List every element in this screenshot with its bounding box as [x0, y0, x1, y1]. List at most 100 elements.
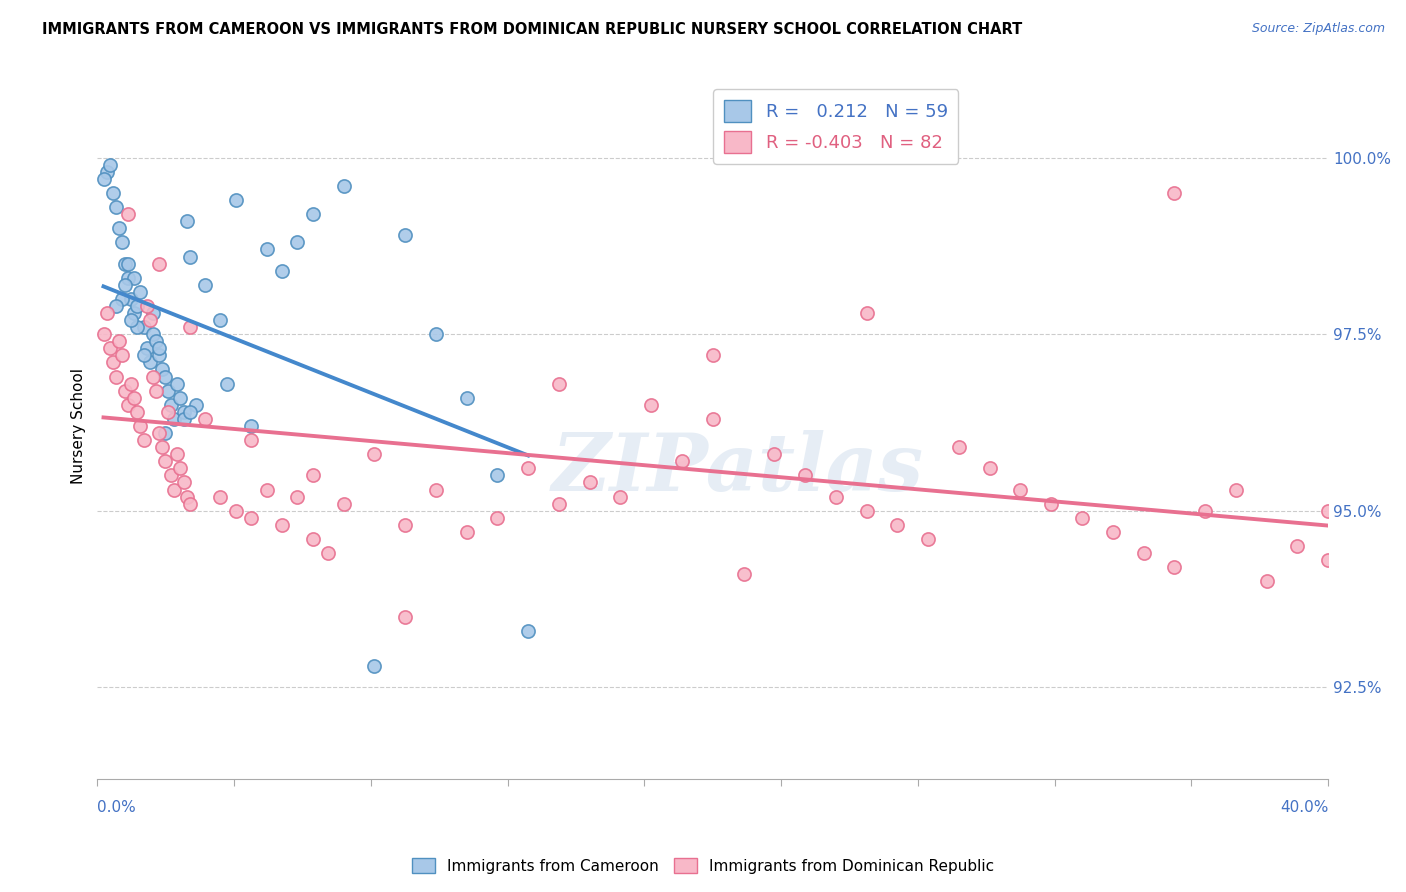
Point	[1194, 504, 1216, 518]
Point	[301, 532, 323, 546]
Point	[332, 497, 354, 511]
Point	[120, 376, 142, 391]
Point	[179, 405, 201, 419]
Point	[150, 362, 173, 376]
Point	[157, 384, 180, 398]
Point	[176, 490, 198, 504]
Point	[104, 369, 127, 384]
Point	[609, 490, 631, 504]
Point	[517, 624, 540, 638]
Point	[101, 186, 124, 200]
Point	[117, 257, 139, 271]
Text: 40.0%: 40.0%	[1279, 800, 1329, 815]
Point	[1163, 186, 1185, 200]
Point	[98, 341, 121, 355]
Point	[127, 320, 149, 334]
Point	[179, 250, 201, 264]
Point	[117, 207, 139, 221]
Point	[120, 292, 142, 306]
Legend: R =   0.212   N = 59, R = -0.403   N = 82: R = 0.212 N = 59, R = -0.403 N = 82	[713, 89, 959, 164]
Point	[425, 327, 447, 342]
Point	[394, 609, 416, 624]
Point	[148, 257, 170, 271]
Point	[145, 384, 167, 398]
Point	[124, 270, 146, 285]
Point	[117, 398, 139, 412]
Point	[114, 257, 136, 271]
Point	[1286, 539, 1309, 553]
Point	[301, 207, 323, 221]
Point	[1225, 483, 1247, 497]
Point	[640, 398, 662, 412]
Point	[93, 172, 115, 186]
Point	[209, 313, 232, 327]
Point	[132, 433, 155, 447]
Point	[173, 412, 195, 426]
Point	[548, 376, 571, 391]
Point	[173, 475, 195, 490]
Point	[135, 299, 157, 313]
Point	[104, 299, 127, 313]
Point	[111, 292, 134, 306]
Point	[394, 517, 416, 532]
Point	[138, 355, 160, 369]
Point	[148, 425, 170, 440]
Text: ZIPatlas: ZIPatlas	[551, 430, 924, 507]
Point	[225, 193, 247, 207]
Point	[1132, 546, 1154, 560]
Point	[96, 165, 118, 179]
Point	[114, 277, 136, 292]
Point	[184, 398, 207, 412]
Point	[150, 440, 173, 454]
Point	[394, 228, 416, 243]
Point	[120, 313, 142, 327]
Point	[486, 468, 509, 483]
Point	[129, 285, 152, 299]
Point	[425, 483, 447, 497]
Point	[316, 546, 339, 560]
Point	[142, 306, 165, 320]
Point	[157, 405, 180, 419]
Point	[886, 517, 908, 532]
Point	[1071, 510, 1094, 524]
Legend: Immigrants from Cameroon, Immigrants from Dominican Republic: Immigrants from Cameroon, Immigrants fro…	[406, 852, 1000, 880]
Point	[169, 391, 191, 405]
Point	[215, 376, 238, 391]
Text: IMMIGRANTS FROM CAMEROON VS IMMIGRANTS FROM DOMINICAN REPUBLIC NURSERY SCHOOL CO: IMMIGRANTS FROM CAMEROON VS IMMIGRANTS F…	[42, 22, 1022, 37]
Point	[179, 497, 201, 511]
Point	[240, 433, 263, 447]
Point	[1040, 497, 1063, 511]
Point	[824, 490, 846, 504]
Point	[173, 405, 195, 419]
Point	[104, 200, 127, 214]
Point	[256, 483, 278, 497]
Point	[948, 440, 970, 454]
Point	[127, 299, 149, 313]
Point	[979, 461, 1001, 475]
Point	[917, 532, 939, 546]
Point	[285, 235, 308, 250]
Y-axis label: Nursery School: Nursery School	[72, 368, 86, 484]
Point	[271, 263, 294, 277]
Point	[148, 341, 170, 355]
Point	[548, 497, 571, 511]
Point	[111, 348, 134, 362]
Point	[153, 369, 176, 384]
Point	[166, 447, 188, 461]
Point	[98, 158, 121, 172]
Point	[332, 178, 354, 193]
Point	[163, 483, 186, 497]
Point	[169, 461, 191, 475]
Point	[486, 510, 509, 524]
Point	[1010, 483, 1032, 497]
Point	[135, 341, 157, 355]
Point	[517, 461, 540, 475]
Point	[285, 490, 308, 504]
Point	[145, 334, 167, 349]
Point	[124, 391, 146, 405]
Point	[142, 327, 165, 342]
Point	[1101, 524, 1123, 539]
Point	[763, 447, 786, 461]
Point	[96, 306, 118, 320]
Point	[855, 306, 877, 320]
